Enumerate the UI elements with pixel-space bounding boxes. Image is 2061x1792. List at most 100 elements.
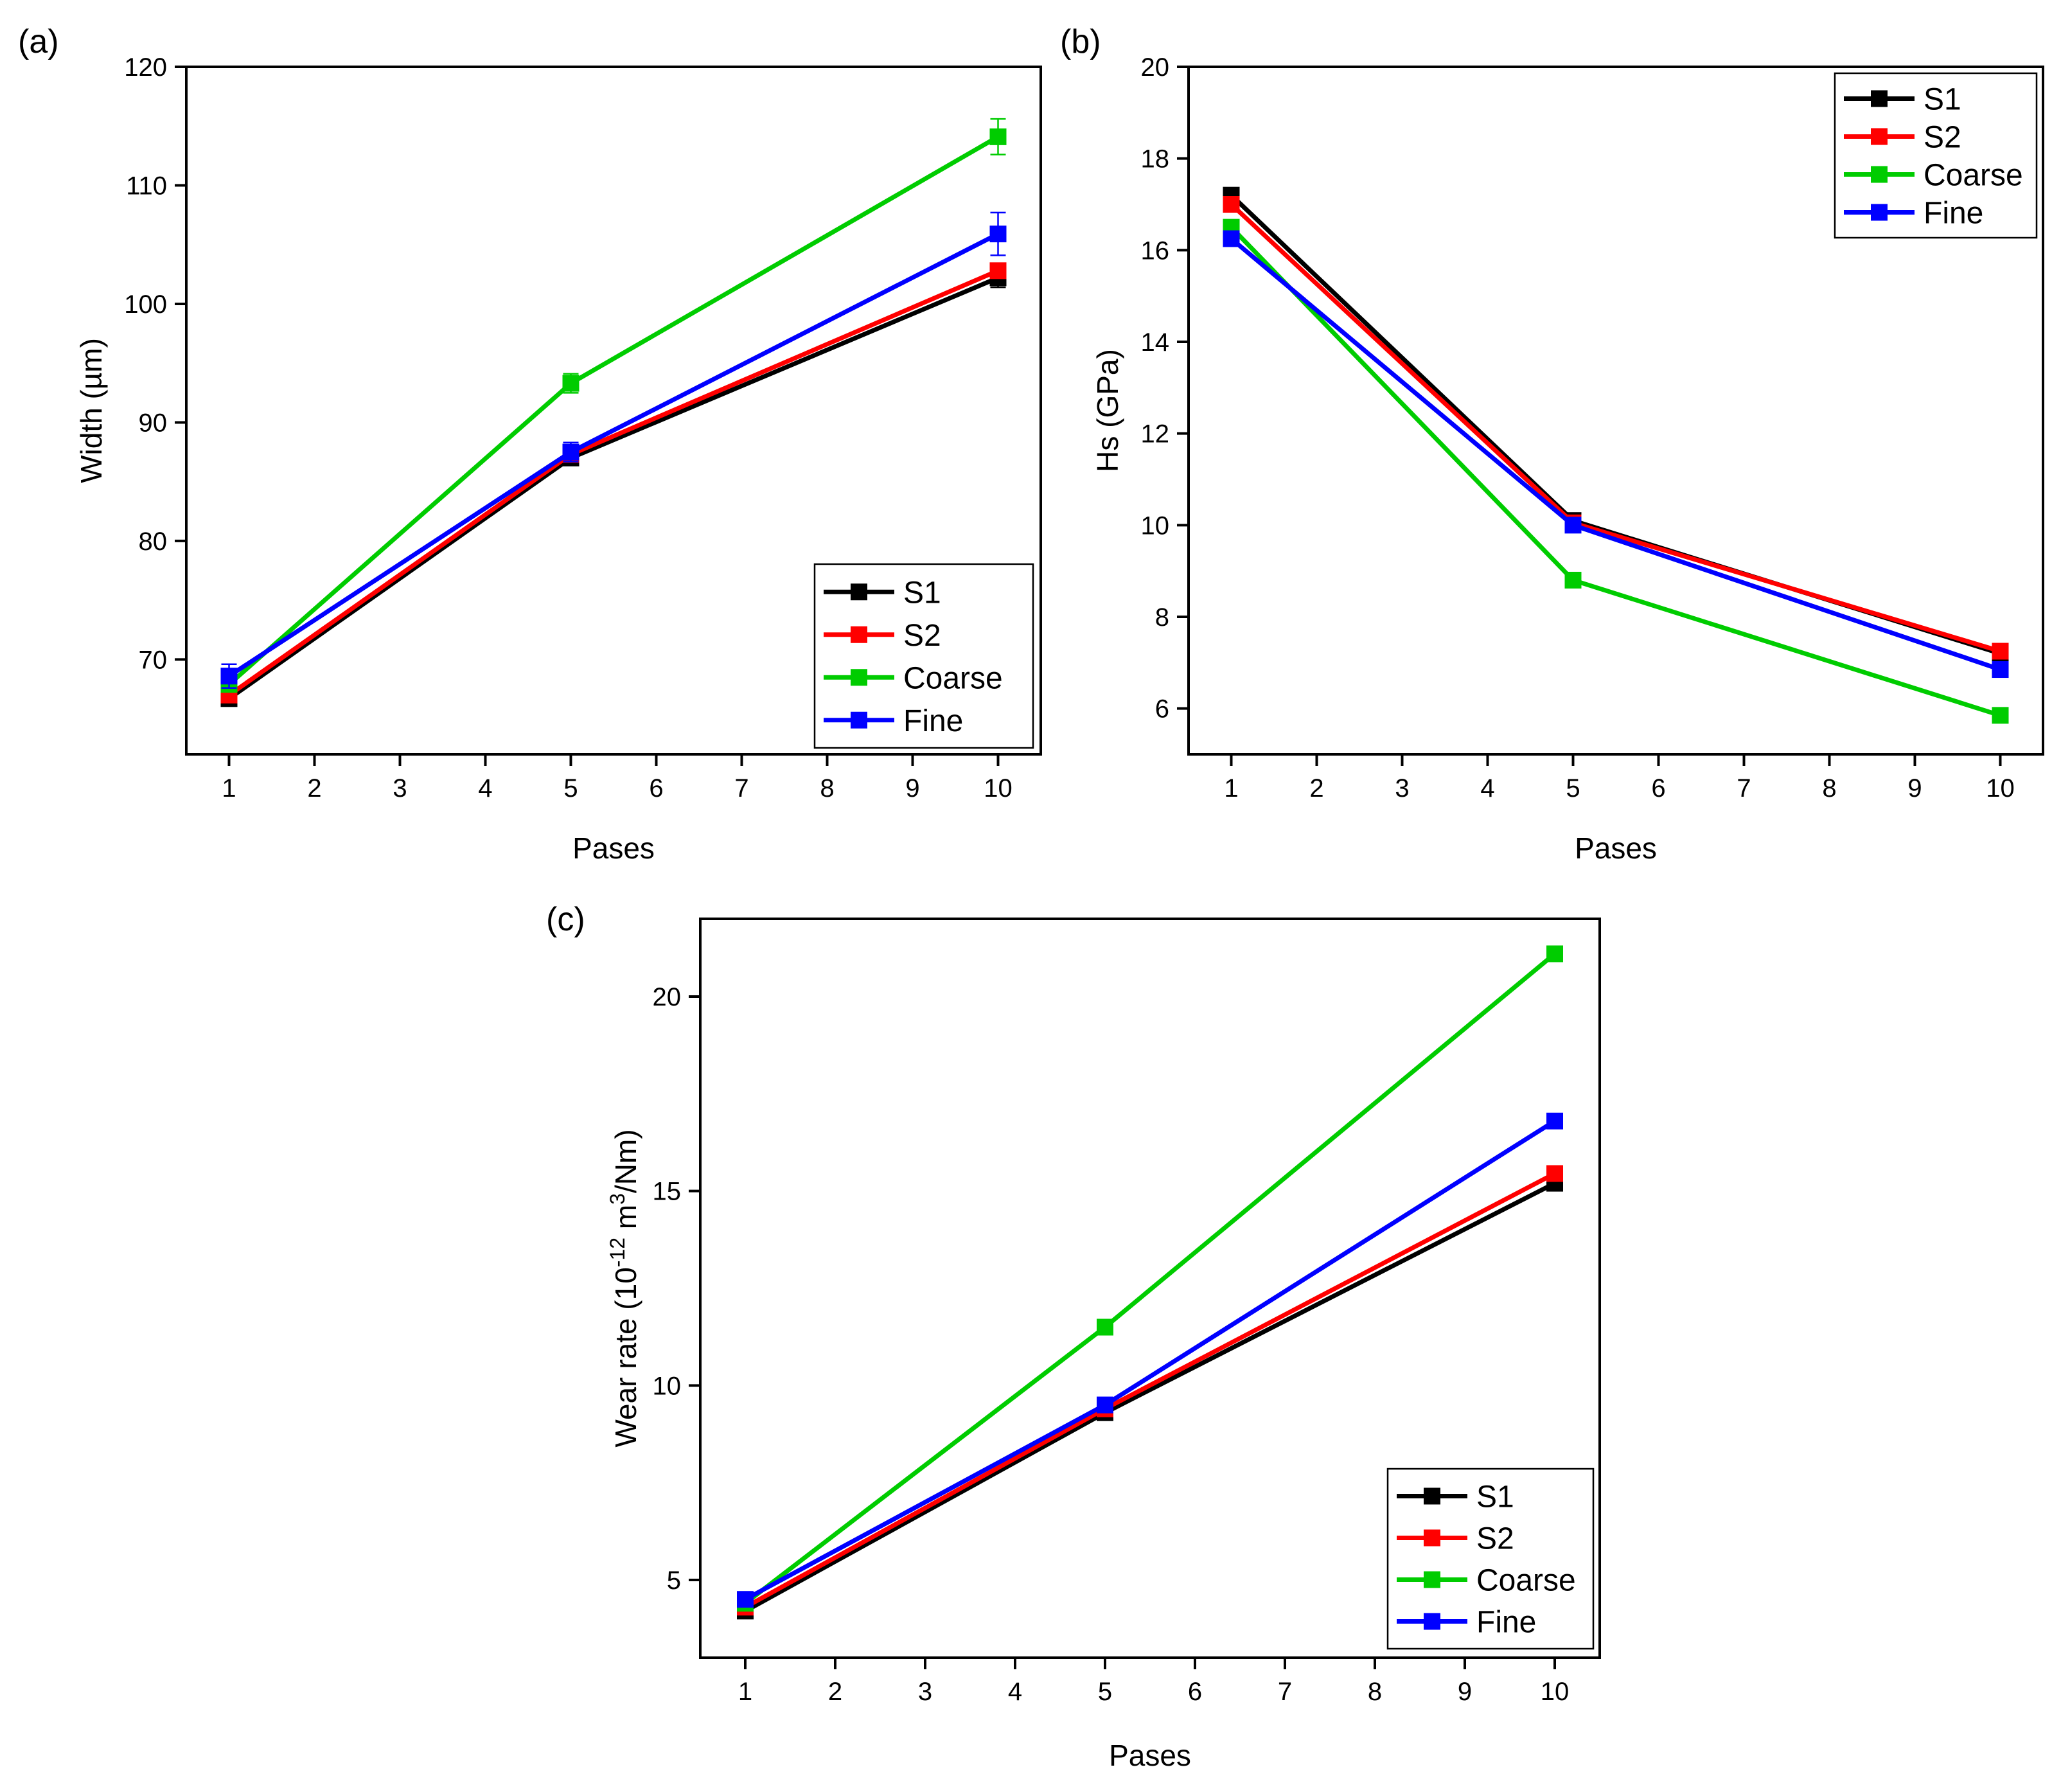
legend-marker-fine-b	[1871, 204, 1888, 221]
x-tick-label-a: 8	[820, 774, 834, 803]
x-tick-label-b: 6	[1651, 774, 1665, 803]
x-tick-label-c: 4	[1008, 1678, 1022, 1706]
marker-fine-c	[1097, 1396, 1113, 1414]
marker-s2-b	[1992, 643, 2009, 660]
y-axis-title-c: Wear rate (10-12 m3/Nm)	[606, 1129, 642, 1447]
marker-fine-c	[737, 1591, 754, 1608]
marker-coarse-b	[1564, 571, 1582, 589]
y-tick-label-b: 8	[1155, 603, 1169, 632]
marker-fine-a	[220, 668, 238, 685]
y-tick-label-b: 10	[1141, 511, 1170, 540]
x-tick-label-a: 2	[307, 774, 321, 803]
legend-marker-coarse-c	[1424, 1571, 1440, 1588]
y-tick-label-a: 100	[124, 290, 167, 319]
x-tick-label-b: 10	[1986, 774, 2015, 803]
x-tick-label-b: 1	[1224, 774, 1238, 803]
legend-label-coarse-c: Coarse	[1476, 1564, 1576, 1598]
legend-marker-s1-c	[1424, 1487, 1440, 1505]
legend-marker-s1-b	[1871, 90, 1888, 107]
legend-marker-s2-c	[1424, 1529, 1440, 1547]
y-tick-label-b: 6	[1155, 695, 1169, 723]
series-line-coarse-b	[1229, 226, 2001, 718]
legend-label-s2-b: S2	[1924, 121, 1961, 155]
y-tick-label-b: 12	[1141, 420, 1170, 448]
x-tick-label-b: 8	[1822, 774, 1836, 803]
x-tick-label-c: 2	[828, 1678, 842, 1706]
x-tick-label-c: 9	[1458, 1678, 1472, 1706]
y-axis-title-c-exp: -12	[606, 1238, 629, 1267]
series-a	[220, 118, 1007, 707]
x-tick-label-b: 3	[1395, 774, 1409, 803]
ticks-a: 1 2 3 4 5 6 7 8 9 10 70 80 90 100 110 120	[124, 53, 1013, 803]
legend-label-s2-c: S2	[1476, 1522, 1514, 1556]
legend-a: S1 S2 Coarse Fine	[813, 563, 1034, 749]
y-tick-label-a: 80	[139, 528, 168, 556]
panel-a: (a) 1 2 3 4 5 6 7 8 9 10 70 80 90 100 110 120 Pases Wid…	[18, 23, 1042, 865]
y-tick-label-a: 120	[124, 53, 167, 82]
x-tick-label-c: 10	[1541, 1678, 1570, 1706]
y-tick-label-a: 90	[139, 409, 168, 437]
y-tick-label-c: 15	[653, 1178, 682, 1206]
y-axis-title-a: Width (µm)	[75, 338, 108, 483]
series-line-s1-b	[1230, 193, 2001, 656]
x-tick-label-a: 3	[393, 774, 407, 803]
marker-coarse-b	[1992, 707, 2009, 724]
plot-frame-a	[185, 66, 1042, 756]
legend-box-c	[1386, 1468, 1595, 1650]
marker-coarse-a	[562, 375, 579, 392]
x-tick-label-c: 3	[918, 1678, 932, 1706]
marker-s2-c	[1546, 1165, 1563, 1182]
panel-label-c: (c)	[546, 901, 585, 938]
legend-label-fine-c: Fine	[1476, 1606, 1536, 1640]
marker-fine-b	[1564, 517, 1582, 534]
x-tick-label-a: 1	[222, 774, 236, 803]
y-tick-label-b: 20	[1141, 53, 1170, 82]
plot-frame-b	[1187, 66, 2044, 756]
y-tick-label-a: 70	[139, 646, 168, 674]
marker-s2-b	[1223, 196, 1240, 213]
legend-label-s1-b: S1	[1924, 83, 1961, 117]
x-tick-label-c: 5	[1098, 1678, 1112, 1706]
marker-fine-b	[1992, 661, 2009, 679]
x-axis-title-b: Pases	[1575, 831, 1657, 865]
x-tick-label-b: 9	[1907, 774, 1922, 803]
marker-fine-a	[989, 226, 1007, 243]
legend-marker-coarse-a	[851, 669, 867, 686]
y-tick-label-b: 16	[1141, 236, 1170, 265]
legend-label-coarse-b: Coarse	[1924, 159, 2023, 193]
y-tick-label-c: 5	[667, 1566, 681, 1595]
y-tick-label-c: 20	[653, 983, 682, 1011]
x-tick-label-a: 7	[734, 774, 748, 803]
series-line-s2-b	[1230, 202, 2001, 653]
panel-label-a: (a)	[18, 23, 59, 60]
marker-fine-b	[1223, 230, 1240, 247]
x-tick-label-a: 9	[905, 774, 919, 803]
y-tick-label-b: 18	[1141, 145, 1170, 173]
panel-label-b: (b)	[1060, 23, 1101, 60]
y-axis-title-c-mid: m	[609, 1205, 642, 1238]
legend-label-s1-a: S1	[903, 576, 941, 610]
marker-s2-a	[989, 262, 1007, 279]
plot-frame-c	[699, 918, 1601, 1659]
x-tick-label-a: 4	[478, 774, 492, 803]
x-axis-title-a: Pases	[572, 831, 655, 865]
x-tick-label-a: 6	[649, 774, 663, 803]
x-tick-label-c: 6	[1188, 1678, 1202, 1706]
legend-marker-s2-a	[851, 626, 867, 643]
x-axis-title-c: Pases	[1109, 1739, 1191, 1772]
legend-marker-coarse-b	[1871, 166, 1888, 183]
x-tick-label-b: 7	[1737, 774, 1751, 803]
legend-marker-fine-a	[851, 711, 867, 729]
y-axis-title-c-end: /Nm)	[609, 1129, 642, 1193]
legend-label-fine-a: Fine	[903, 704, 963, 738]
marker-coarse-a	[989, 128, 1007, 145]
legend-marker-fine-c	[1424, 1613, 1440, 1630]
marker-fine-c	[1546, 1112, 1563, 1130]
legend-b: S1 S2 Coarse Fine	[1834, 72, 2038, 239]
y-tick-label-a: 110	[126, 172, 167, 200]
legend-marker-s2-b	[1871, 128, 1888, 145]
marker-fine-a	[562, 443, 579, 461]
